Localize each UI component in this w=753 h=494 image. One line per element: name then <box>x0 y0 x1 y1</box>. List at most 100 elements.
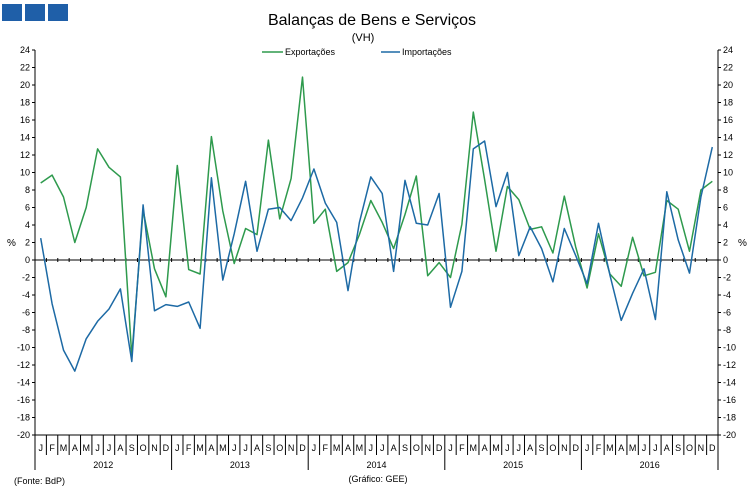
month-label: J <box>243 443 248 453</box>
series-line-imports <box>39 140 714 372</box>
series-line-exports <box>40 76 713 358</box>
y-tick-label-left: 8 <box>25 185 30 195</box>
month-label: D <box>163 443 170 453</box>
month-label: J <box>448 443 453 453</box>
month-label: A <box>208 443 214 453</box>
chart-title: Balanças de Bens e Serviços <box>268 12 476 29</box>
month-label: O <box>276 443 283 453</box>
y-tick-label-right: -16 <box>723 395 736 405</box>
chart-subtitle: (VH) <box>352 32 375 44</box>
y-tick-label-right: -18 <box>723 413 736 423</box>
y-tick-label-right: -4 <box>723 290 731 300</box>
year-label: 2013 <box>230 460 250 470</box>
month-label: M <box>629 443 637 453</box>
month-label: A <box>391 443 397 453</box>
month-label: D <box>572 443 579 453</box>
month-label: M <box>196 443 204 453</box>
month-label: J <box>369 443 374 453</box>
month-label: A <box>618 443 624 453</box>
month-label: A <box>117 443 123 453</box>
y-tick-label-right: -8 <box>723 325 731 335</box>
y-tick-label-left: -14 <box>17 378 30 388</box>
month-label: N <box>424 443 431 453</box>
legend: Exportações Importações <box>262 47 452 57</box>
y-tick-label-right: 16 <box>723 115 733 125</box>
month-label: F <box>323 443 329 453</box>
month-label: J <box>232 443 237 453</box>
month-label: M <box>356 443 364 453</box>
y-tick-label-left: -6 <box>22 308 30 318</box>
month-label: N <box>151 443 158 453</box>
y-tick-label-right: -10 <box>723 343 736 353</box>
month-label: J <box>653 443 658 453</box>
month-label: A <box>527 443 533 453</box>
month-label: F <box>459 443 465 453</box>
month-label: J <box>585 443 590 453</box>
y-tick-label-left: -4 <box>22 290 30 300</box>
y-tick-label-right: 20 <box>723 80 733 90</box>
y-tick-label-left: -20 <box>17 430 30 440</box>
y-tick-label-left: -2 <box>22 273 30 283</box>
month-label: M <box>333 443 341 453</box>
month-label: A <box>482 443 488 453</box>
month-label: J <box>380 443 385 453</box>
y-tick-label-right: 0 <box>723 255 728 265</box>
legend-exports-label: Exportações <box>285 47 336 57</box>
axes: -20 -20-18 -18-16 -16-14 -14-12 -12-10 -10-8 -8… <box>17 45 736 470</box>
logo-block-3 <box>48 4 68 21</box>
month-label: D <box>436 443 443 453</box>
month-label: S <box>129 443 135 453</box>
month-label: A <box>72 443 78 453</box>
year-label: 2012 <box>93 460 113 470</box>
y-tick-label-right: -14 <box>723 378 736 388</box>
month-label: N <box>288 443 295 453</box>
y-tick-label-right: 8 <box>723 185 728 195</box>
month-label: M <box>60 443 68 453</box>
month-label: F <box>49 443 55 453</box>
month-label: A <box>345 443 351 453</box>
month-label: M <box>606 443 614 453</box>
credit-note: (Gráfico: GEE) <box>348 474 407 484</box>
y-tick-label-left: 22 <box>20 63 30 73</box>
month-label: F <box>186 443 192 453</box>
month-label: D <box>299 443 306 453</box>
y-tick-label-left: 2 <box>25 238 30 248</box>
month-label: J <box>312 443 317 453</box>
y-tick-label-right: 4 <box>723 220 728 230</box>
month-label: S <box>265 443 271 453</box>
month-label: A <box>254 443 260 453</box>
month-label: J <box>38 443 43 453</box>
month-label: M <box>219 443 227 453</box>
y-tick-label-left: 14 <box>20 133 30 143</box>
month-label: S <box>539 443 545 453</box>
y-tick-label-left: -10 <box>17 343 30 353</box>
month-label: J <box>175 443 180 453</box>
y-tick-label-left: -12 <box>17 360 30 370</box>
y-tick-label-left: -8 <box>22 325 30 335</box>
year-label: 2014 <box>366 460 386 470</box>
month-label: J <box>642 443 647 453</box>
month-label: M <box>82 443 90 453</box>
month-label: O <box>549 443 556 453</box>
month-label: M <box>470 443 478 453</box>
year-label: 2016 <box>640 460 660 470</box>
y-tick-label-right: 2 <box>723 238 728 248</box>
y-tick-label-right: 12 <box>723 150 733 160</box>
logo-block-1 <box>2 4 22 21</box>
legend-imports-label: Importações <box>402 47 452 57</box>
month-label: O <box>413 443 420 453</box>
month-label: M <box>492 443 500 453</box>
y-tick-label-right: -6 <box>723 308 731 318</box>
y-tick-label-right: 14 <box>723 133 733 143</box>
y-tick-label-right: 6 <box>723 203 728 213</box>
y-axis-label-right: % <box>738 238 747 249</box>
y-tick-label-right: 24 <box>723 45 733 55</box>
logo-block-2 <box>25 4 45 21</box>
month-label: O <box>686 443 693 453</box>
y-tick-label-left: 12 <box>20 150 30 160</box>
y-tick-label-left: 6 <box>25 203 30 213</box>
y-tick-label-left: -18 <box>17 413 30 423</box>
y-tick-label-right: 22 <box>723 63 733 73</box>
y-tick-label-left: 0 <box>25 255 30 265</box>
